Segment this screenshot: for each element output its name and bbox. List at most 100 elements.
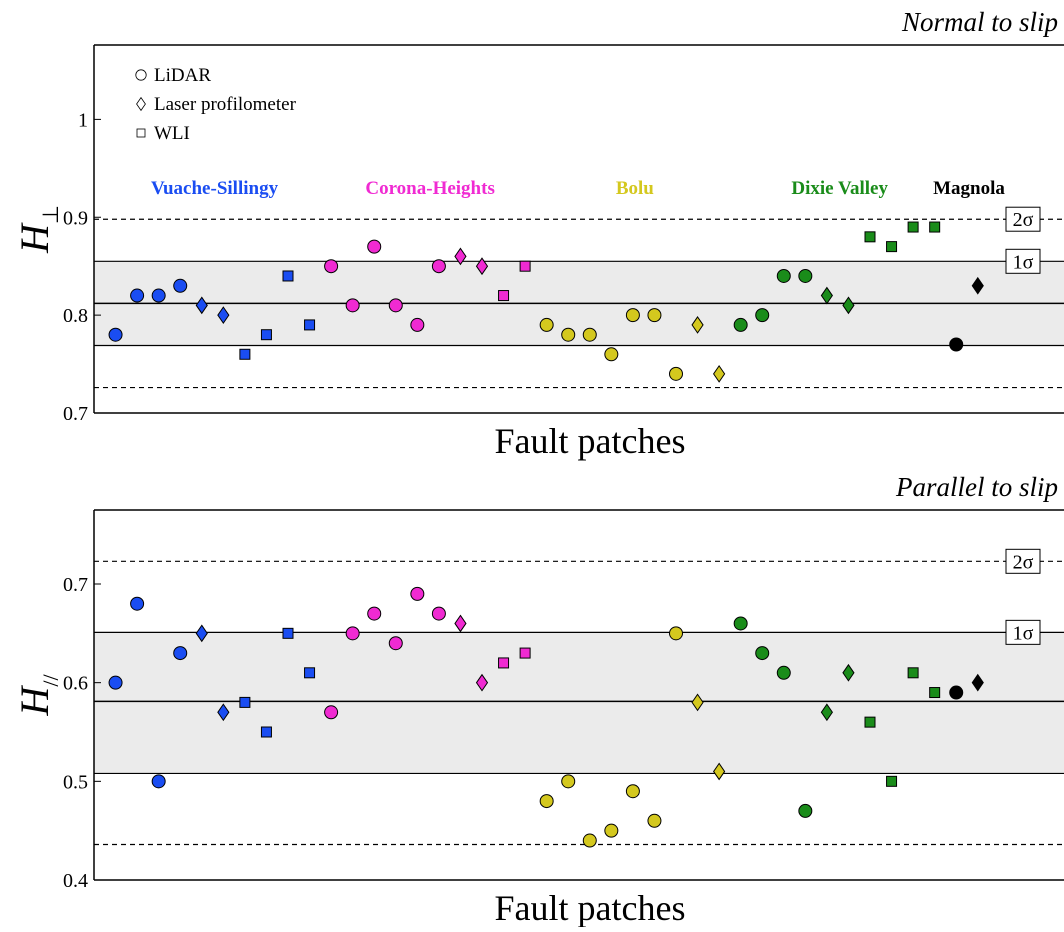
data-point bbox=[282, 627, 294, 639]
data-point bbox=[239, 696, 251, 708]
y-axis-label: H⊥ bbox=[12, 205, 63, 254]
data-point bbox=[929, 221, 941, 233]
data-point bbox=[454, 247, 467, 266]
y-tick-label: 0.9 bbox=[63, 207, 88, 229]
y-label-main: H bbox=[12, 222, 57, 254]
legend-symbol bbox=[135, 69, 147, 81]
data-point bbox=[691, 316, 704, 334]
data-point bbox=[733, 616, 748, 631]
data-point bbox=[151, 774, 166, 789]
band-label-box bbox=[1005, 248, 1041, 274]
data-point bbox=[195, 296, 208, 315]
y-tick-label: 0.4 bbox=[63, 870, 88, 892]
data-point bbox=[475, 257, 489, 276]
data-point bbox=[151, 288, 166, 303]
data-point bbox=[367, 606, 382, 621]
band-label: 1σ bbox=[1013, 251, 1034, 273]
data-point bbox=[195, 624, 208, 643]
data-point bbox=[971, 276, 984, 295]
y-tick-label: 0.7 bbox=[63, 403, 88, 425]
data-point bbox=[304, 319, 316, 331]
band-label: 2σ bbox=[1013, 209, 1034, 231]
x-axis-label: Fault patches bbox=[495, 888, 686, 927]
y-tick-label: 0.7 bbox=[63, 574, 88, 596]
data-point bbox=[239, 348, 251, 360]
data-point bbox=[217, 306, 230, 325]
panel-title: Normal to slip bbox=[901, 7, 1058, 37]
data-point bbox=[498, 290, 510, 302]
band-label: 1σ bbox=[1013, 622, 1034, 644]
band-label-box bbox=[1005, 619, 1041, 645]
y-tick-label: 1 bbox=[78, 109, 88, 131]
data-point bbox=[282, 270, 294, 282]
data-point bbox=[647, 813, 662, 828]
y-tick-label: 0.8 bbox=[63, 305, 88, 327]
data-point bbox=[842, 663, 855, 682]
data-point bbox=[561, 774, 576, 789]
data-point bbox=[798, 268, 813, 283]
data-point bbox=[691, 693, 704, 712]
data-point bbox=[539, 794, 554, 809]
band-label: 2σ bbox=[1013, 551, 1034, 573]
data-point bbox=[907, 667, 919, 679]
data-point bbox=[367, 239, 382, 254]
data-point bbox=[519, 260, 531, 272]
data-point bbox=[713, 364, 726, 383]
panel-title: Parallel to slip bbox=[895, 472, 1058, 502]
data-point bbox=[173, 646, 188, 661]
data-point bbox=[130, 288, 145, 303]
legend-label: Laser profilometer bbox=[154, 94, 297, 115]
data-point bbox=[475, 673, 489, 692]
band-label-box bbox=[1005, 206, 1041, 232]
data-point bbox=[431, 259, 446, 274]
data-point bbox=[604, 347, 619, 362]
group-label: Vuache-Sillingy bbox=[151, 178, 279, 199]
data-point bbox=[324, 705, 339, 720]
x-axis-label: Fault patches bbox=[495, 421, 686, 461]
data-point bbox=[971, 673, 984, 692]
data-point bbox=[604, 823, 619, 838]
data-point bbox=[345, 298, 360, 313]
data-point bbox=[755, 646, 770, 661]
legend-symbol bbox=[136, 128, 146, 138]
data-point bbox=[173, 278, 188, 293]
data-point bbox=[949, 685, 964, 700]
group-label: Bolu bbox=[616, 178, 654, 199]
data-point bbox=[260, 329, 272, 341]
data-point bbox=[949, 337, 964, 352]
sigma-band bbox=[94, 632, 1064, 774]
data-point bbox=[669, 626, 683, 641]
y-label-sub: ⊥ bbox=[38, 205, 63, 224]
y-tick-label: 0.5 bbox=[63, 771, 88, 793]
data-point bbox=[929, 687, 941, 699]
group-label: Magnola bbox=[933, 178, 1005, 199]
data-point bbox=[454, 614, 467, 633]
data-point bbox=[108, 327, 123, 342]
data-point bbox=[108, 675, 123, 690]
data-point bbox=[498, 657, 510, 669]
data-point bbox=[539, 317, 554, 332]
y-label-sub: // bbox=[38, 674, 63, 687]
data-point bbox=[669, 366, 683, 381]
data-point bbox=[582, 833, 597, 848]
data-point bbox=[130, 596, 145, 611]
data-point bbox=[776, 268, 791, 283]
data-point bbox=[431, 606, 446, 621]
data-point bbox=[755, 308, 770, 323]
data-point bbox=[304, 667, 316, 679]
data-point bbox=[519, 647, 531, 659]
data-point bbox=[864, 231, 876, 243]
data-point bbox=[647, 308, 662, 323]
data-point bbox=[625, 784, 640, 799]
data-point bbox=[388, 298, 403, 313]
data-point bbox=[907, 221, 919, 233]
data-point bbox=[625, 308, 640, 323]
legend-label: WLI bbox=[154, 123, 190, 144]
data-point bbox=[886, 775, 898, 787]
data-point bbox=[713, 762, 726, 781]
y-axis-label: H// bbox=[12, 674, 63, 717]
data-point bbox=[410, 586, 425, 601]
group-label: Dixie Valley bbox=[791, 178, 888, 199]
y-tick-label: 0.6 bbox=[63, 673, 88, 695]
